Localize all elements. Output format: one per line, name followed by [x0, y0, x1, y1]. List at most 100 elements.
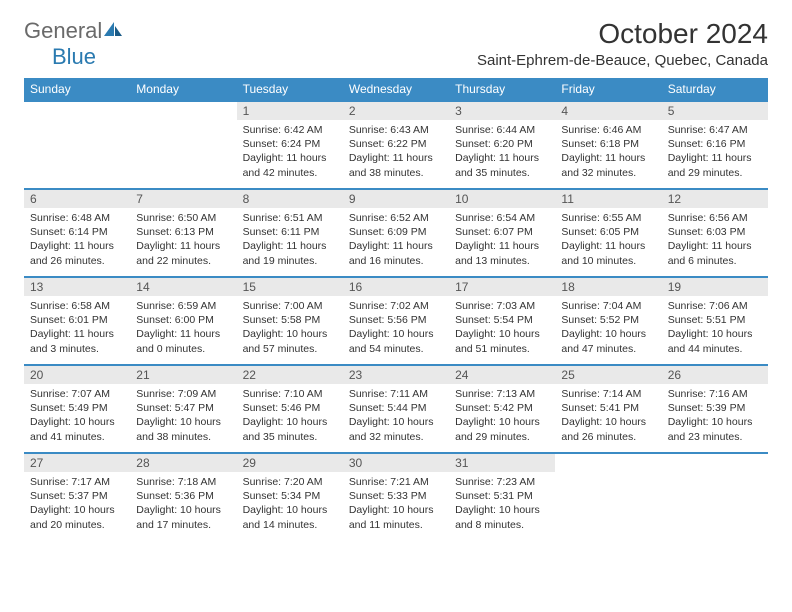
calendar-cell — [24, 101, 130, 189]
day-content — [662, 472, 768, 481]
day-content — [130, 120, 236, 129]
sunset-text: Sunset: 5:37 PM — [30, 489, 124, 503]
day-content: Sunrise: 7:03 AMSunset: 5:54 PMDaylight:… — [449, 296, 555, 362]
day-number: 14 — [130, 278, 236, 296]
sunrise-text: Sunrise: 6:54 AM — [455, 211, 549, 225]
day-content: Sunrise: 7:21 AMSunset: 5:33 PMDaylight:… — [343, 472, 449, 538]
calendar-cell: 6Sunrise: 6:48 AMSunset: 6:14 PMDaylight… — [24, 189, 130, 277]
weekday-header: Thursday — [449, 78, 555, 101]
day-number: 16 — [343, 278, 449, 296]
day-content: Sunrise: 7:13 AMSunset: 5:42 PMDaylight:… — [449, 384, 555, 450]
sunset-text: Sunset: 6:13 PM — [136, 225, 230, 239]
logo: General Blue — [24, 18, 124, 70]
sunset-text: Sunset: 5:34 PM — [243, 489, 337, 503]
daylight-text: Daylight: 11 hours and 22 minutes. — [136, 239, 230, 267]
calendar-cell: 26Sunrise: 7:16 AMSunset: 5:39 PMDayligh… — [662, 365, 768, 453]
sunset-text: Sunset: 6:07 PM — [455, 225, 549, 239]
calendar-cell: 8Sunrise: 6:51 AMSunset: 6:11 PMDaylight… — [237, 189, 343, 277]
calendar-cell: 25Sunrise: 7:14 AMSunset: 5:41 PMDayligh… — [555, 365, 661, 453]
page-title: October 2024 — [477, 18, 768, 50]
sunset-text: Sunset: 6:11 PM — [243, 225, 337, 239]
daylight-text: Daylight: 11 hours and 16 minutes. — [349, 239, 443, 267]
sunset-text: Sunset: 6:01 PM — [30, 313, 124, 327]
calendar-cell: 10Sunrise: 6:54 AMSunset: 6:07 PMDayligh… — [449, 189, 555, 277]
calendar-cell: 13Sunrise: 6:58 AMSunset: 6:01 PMDayligh… — [24, 277, 130, 365]
day-content: Sunrise: 6:58 AMSunset: 6:01 PMDaylight:… — [24, 296, 130, 362]
calendar-cell: 30Sunrise: 7:21 AMSunset: 5:33 PMDayligh… — [343, 453, 449, 541]
weekday-header: Sunday — [24, 78, 130, 101]
day-content: Sunrise: 7:09 AMSunset: 5:47 PMDaylight:… — [130, 384, 236, 450]
sunrise-text: Sunrise: 7:04 AM — [561, 299, 655, 313]
calendar-cell: 31Sunrise: 7:23 AMSunset: 5:31 PMDayligh… — [449, 453, 555, 541]
sunset-text: Sunset: 5:36 PM — [136, 489, 230, 503]
day-content: Sunrise: 7:06 AMSunset: 5:51 PMDaylight:… — [662, 296, 768, 362]
sunset-text: Sunset: 5:49 PM — [30, 401, 124, 415]
calendar-cell: 4Sunrise: 6:46 AMSunset: 6:18 PMDaylight… — [555, 101, 661, 189]
day-content: Sunrise: 7:23 AMSunset: 5:31 PMDaylight:… — [449, 472, 555, 538]
day-content: Sunrise: 6:59 AMSunset: 6:00 PMDaylight:… — [130, 296, 236, 362]
day-content: Sunrise: 7:04 AMSunset: 5:52 PMDaylight:… — [555, 296, 661, 362]
calendar-table: Sunday Monday Tuesday Wednesday Thursday… — [24, 78, 768, 541]
day-number: 29 — [237, 454, 343, 472]
day-number: 17 — [449, 278, 555, 296]
calendar-cell — [662, 453, 768, 541]
sunrise-text: Sunrise: 6:59 AM — [136, 299, 230, 313]
sunset-text: Sunset: 5:47 PM — [136, 401, 230, 415]
sunrise-text: Sunrise: 7:23 AM — [455, 475, 549, 489]
day-content: Sunrise: 6:55 AMSunset: 6:05 PMDaylight:… — [555, 208, 661, 274]
sunrise-text: Sunrise: 7:18 AM — [136, 475, 230, 489]
day-content: Sunrise: 6:42 AMSunset: 6:24 PMDaylight:… — [237, 120, 343, 186]
calendar-week-row: 20 Sunrise: 7:07 AMSunset: 5:49 PM Dayligh… — [24, 365, 768, 453]
daylight-text: Daylight: 10 hours and 51 minutes. — [455, 327, 549, 355]
day-number: 21 — [130, 366, 236, 384]
daylight-text: Daylight: 10 hours and 47 minutes. — [561, 327, 655, 355]
calendar-cell: 22Sunrise: 7:10 AMSunset: 5:46 PMDayligh… — [237, 365, 343, 453]
calendar-cell — [130, 101, 236, 189]
sunset-text: Sunset: 6:03 PM — [668, 225, 762, 239]
day-number: 3 — [449, 102, 555, 120]
daylight-text: Daylight: 11 hours and 10 minutes. — [561, 239, 655, 267]
sunrise-text: Sunrise: 6:51 AM — [243, 211, 337, 225]
day-content: Sunrise: 7:00 AMSunset: 5:58 PMDaylight:… — [237, 296, 343, 362]
daylight-text: Daylight: 10 hours and 32 minutes. — [349, 415, 443, 443]
calendar-cell: 17Sunrise: 7:03 AMSunset: 5:54 PMDayligh… — [449, 277, 555, 365]
day-number: 7 — [130, 190, 236, 208]
weekday-header-row: Sunday Monday Tuesday Wednesday Thursday… — [24, 78, 768, 101]
sunrise-text: Sunrise: 7:16 AM — [668, 387, 762, 401]
calendar-week-row: 1Sunrise: 6:42 AMSunset: 6:24 PMDaylight… — [24, 101, 768, 189]
sunrise-text: Sunrise: 6:47 AM — [668, 123, 762, 137]
daylight-text: Daylight: 10 hours and 29 minutes. — [455, 415, 549, 443]
sunrise-text: Sunrise: 7:07 AM — [30, 387, 124, 401]
day-number: 8 — [237, 190, 343, 208]
sunrise-text: Sunrise: 7:11 AM — [349, 387, 443, 401]
day-number: 26 — [662, 366, 768, 384]
calendar-cell: 7Sunrise: 6:50 AMSunset: 6:13 PMDaylight… — [130, 189, 236, 277]
sunrise-text: Sunrise: 6:58 AM — [30, 299, 124, 313]
daylight-text: Daylight: 10 hours and 26 minutes. — [561, 415, 655, 443]
sunset-text: Sunset: 6:05 PM — [561, 225, 655, 239]
daylight-text: Daylight: 10 hours and 11 minutes. — [349, 503, 443, 531]
sunrise-text: Sunrise: 7:20 AM — [243, 475, 337, 489]
title-block: October 2024 Saint-Ephrem-de-Beauce, Que… — [477, 18, 768, 69]
day-number — [555, 454, 661, 472]
day-number: 15 — [237, 278, 343, 296]
sunset-text: Sunset: 5:54 PM — [455, 313, 549, 327]
day-number: 24 — [449, 366, 555, 384]
daylight-text: Daylight: 11 hours and 38 minutes. — [349, 151, 443, 179]
daylight-text: Daylight: 11 hours and 3 minutes. — [30, 327, 124, 355]
daylight-text: Daylight: 11 hours and 26 minutes. — [30, 239, 124, 267]
day-number: 2 — [343, 102, 449, 120]
logo-text-2: Blue — [52, 44, 96, 69]
day-content: Sunrise: 7:16 AMSunset: 5:39 PMDaylight:… — [662, 384, 768, 450]
day-number: 19 — [662, 278, 768, 296]
calendar-cell: 5Sunrise: 6:47 AMSunset: 6:16 PMDaylight… — [662, 101, 768, 189]
location-text: Saint-Ephrem-de-Beauce, Quebec, Canada — [477, 52, 768, 69]
sunrise-text: Sunrise: 6:52 AM — [349, 211, 443, 225]
day-content: Sunrise: 6:48 AMSunset: 6:14 PMDaylight:… — [24, 208, 130, 274]
day-content: Sunrise: 6:50 AMSunset: 6:13 PMDaylight:… — [130, 208, 236, 274]
day-content: Sunrise: 7:02 AMSunset: 5:56 PMDaylight:… — [343, 296, 449, 362]
day-number: 20 — [24, 366, 130, 384]
day-content: Sunrise: 7:18 AMSunset: 5:36 PMDaylight:… — [130, 472, 236, 538]
calendar-cell: 11Sunrise: 6:55 AMSunset: 6:05 PMDayligh… — [555, 189, 661, 277]
daylight-text: Daylight: 10 hours and 54 minutes. — [349, 327, 443, 355]
